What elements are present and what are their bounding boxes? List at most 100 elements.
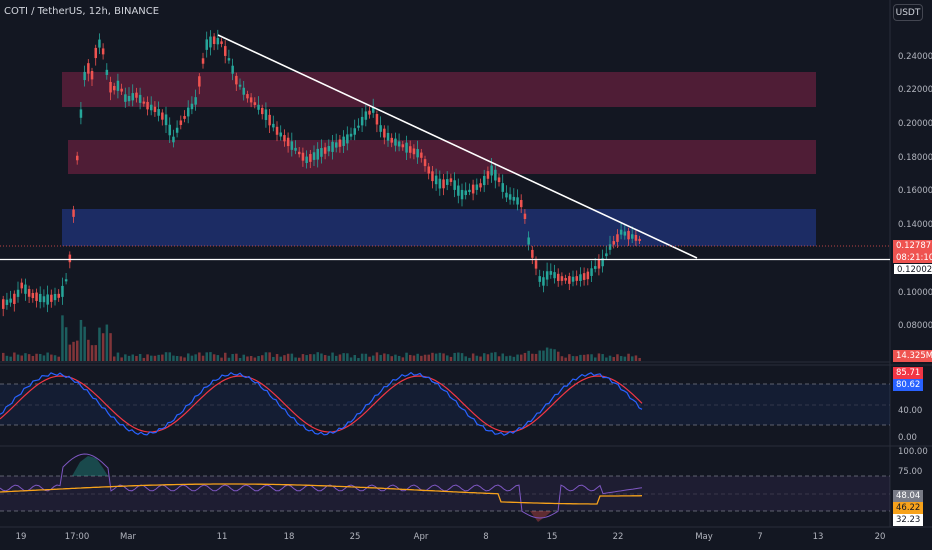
candle-body (323, 147, 327, 154)
volume-bar (390, 356, 393, 361)
candle-body (76, 155, 79, 161)
volume-bar (542, 350, 545, 361)
candle-body (501, 183, 504, 192)
volume-bar (497, 356, 501, 361)
volume-bar (290, 353, 294, 361)
currency-button[interactable]: USDT (893, 4, 923, 21)
candle-body (242, 87, 245, 95)
candle-body (523, 213, 527, 220)
zones (62, 72, 816, 246)
candle-body (316, 148, 319, 160)
volume-bar (39, 353, 42, 361)
candle-body (168, 124, 171, 136)
volume-bar (623, 356, 627, 361)
volume-bar (50, 354, 53, 361)
candle-body (194, 97, 197, 105)
candle-body (346, 134, 349, 144)
volume-bar (87, 339, 90, 361)
volume-bar (638, 357, 641, 361)
descending-trendline[interactable] (217, 34, 698, 259)
candle-body (471, 184, 475, 194)
volume-bar (527, 350, 530, 361)
volume-bar (412, 355, 416, 361)
volume-bar (61, 315, 64, 361)
volume-bar (231, 353, 234, 361)
candle-body (490, 165, 493, 176)
candle-body (305, 156, 308, 164)
time-label: 22 (612, 532, 624, 542)
volume-bar (172, 355, 175, 361)
volume-bar (20, 355, 23, 361)
candle-body (357, 125, 360, 128)
candle-body (190, 103, 194, 110)
candle-body (212, 36, 216, 45)
candle-body (383, 128, 386, 138)
volume-bar (634, 355, 638, 361)
candle-body (216, 37, 220, 45)
candle-body (638, 238, 641, 241)
candle-body (520, 200, 523, 208)
price-label: 0.18000 (898, 153, 932, 163)
volume-bar (109, 333, 112, 361)
volume-bar (579, 354, 582, 361)
candle-body (453, 180, 456, 190)
volume-bar (201, 355, 205, 361)
time-label: 13 (812, 532, 824, 542)
symbol-title[interactable]: COTI / TetherUS, 12h, BINANCE (4, 6, 160, 17)
volume-bar (272, 356, 275, 361)
candle-body (612, 241, 615, 245)
candle-body (68, 254, 72, 263)
candle-body (42, 296, 46, 303)
candle-body (331, 141, 334, 152)
volume-bar (608, 355, 612, 361)
candle-body (497, 177, 501, 183)
candle-body (116, 80, 120, 91)
volume-bar (420, 355, 423, 361)
candle-body (135, 92, 138, 98)
volume-bar (46, 352, 49, 361)
volume-bar (434, 353, 438, 361)
volume-bar (460, 353, 464, 361)
volume-bar (246, 356, 249, 361)
candle-body (198, 76, 201, 87)
rsi-overbought-fill (72, 456, 108, 476)
volume-bar (571, 356, 575, 361)
candle-body (153, 106, 157, 112)
volume-bar (198, 352, 201, 361)
candle-body (608, 244, 612, 250)
candle-body (246, 94, 249, 99)
candle-body (427, 166, 430, 174)
candle-body (138, 94, 142, 103)
volume-bar (76, 340, 79, 361)
candle-body (275, 126, 279, 135)
stoch-label: 0.00 (898, 433, 917, 443)
volume-bar (113, 356, 116, 361)
candle-body (224, 46, 227, 56)
volume-bar (379, 354, 382, 361)
volume-bar (494, 352, 497, 361)
candle-body (249, 97, 253, 103)
candle-body (264, 109, 268, 120)
candle-body (527, 237, 530, 245)
volume-bar (298, 357, 301, 361)
volume-bar (427, 354, 430, 361)
candle-body (372, 107, 375, 113)
candle-body (379, 125, 382, 132)
volume-bar (601, 354, 604, 361)
price-label: 0.22000 (898, 85, 932, 95)
volume-bar (394, 354, 397, 361)
candle-body (571, 276, 575, 282)
volume-bar (275, 354, 279, 361)
volume-bar (375, 352, 379, 361)
volume-bar (568, 354, 571, 361)
volume-bar (268, 352, 271, 361)
volume-bar (320, 353, 323, 361)
volume-bar (331, 352, 334, 361)
volume-bar (612, 357, 615, 361)
support-zone (62, 209, 816, 246)
volume-bar (264, 352, 268, 361)
time-label: 15 (546, 532, 558, 542)
volume-bar (224, 352, 227, 361)
candle-body (46, 294, 49, 305)
